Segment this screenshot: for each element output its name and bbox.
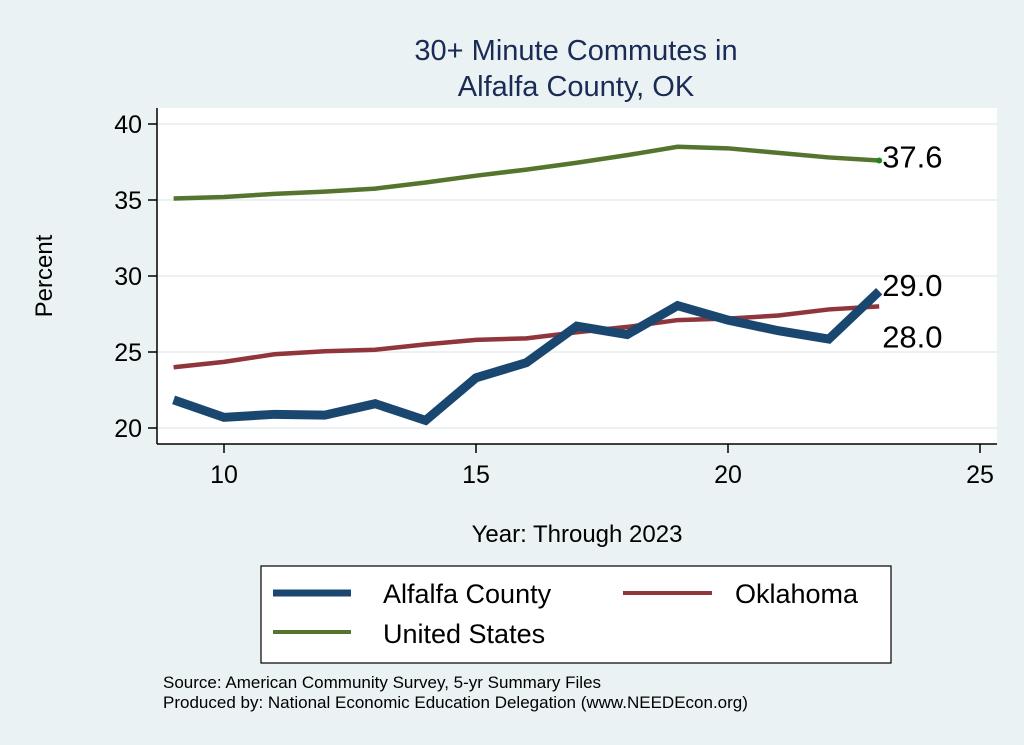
series-lines [172, 144, 883, 426]
y-tick-label-20: 20 [114, 415, 142, 443]
chart-title: 30+ Minute Commutes in [414, 35, 737, 67]
end-label-united-states: 37.6 [882, 139, 942, 174]
x-axis-title: Year: Through 2023 [472, 521, 683, 548]
legend: Alfalfa County Oklahoma United States [260, 565, 892, 664]
y-tick-label-25: 25 [114, 339, 142, 367]
x-tick-label-20: 20 [714, 461, 742, 489]
produced-by-note: Produced by: National Economic Education… [163, 693, 748, 712]
y-axis-ticks: 20 25 30 35 40 [114, 111, 157, 443]
end-label-alfalfa-county: 29.0 [882, 268, 942, 303]
legend-label-united-states: United States [383, 619, 545, 649]
legend-box [260, 565, 892, 664]
end-marker-united-states [876, 157, 883, 164]
y-tick-label-35: 35 [114, 187, 142, 215]
chart-subtitle: Alfalfa County, OK [458, 71, 695, 103]
y-tick-label-30: 30 [114, 263, 142, 291]
end-label-oklahoma: 28.0 [882, 319, 942, 354]
legend-label-oklahoma: Oklahoma [735, 579, 859, 609]
x-tick-label-25: 25 [966, 461, 994, 489]
y-tick-label-40: 40 [114, 111, 142, 139]
end-labels: 29.0 28.0 37.6 [876, 139, 943, 354]
x-tick-label-10: 10 [210, 461, 238, 489]
y-axis-title: Percent [31, 234, 58, 317]
x-tick-label-15: 15 [462, 461, 490, 489]
x-axis-ticks: 10 15 20 25 [210, 444, 994, 489]
source-note: Source: American Community Survey, 5-yr … [163, 673, 601, 692]
legend-label-alfalfa-county: Alfalfa County [383, 579, 552, 609]
